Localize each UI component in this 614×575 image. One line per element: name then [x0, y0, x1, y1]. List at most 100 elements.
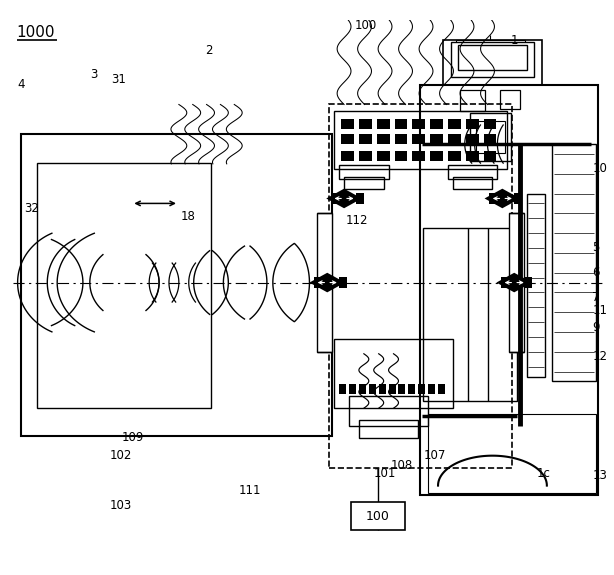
- Polygon shape: [309, 273, 345, 292]
- Bar: [466, 151, 478, 161]
- Bar: [359, 120, 371, 129]
- Bar: [359, 385, 366, 394]
- Bar: [359, 151, 371, 161]
- Bar: [314, 277, 322, 289]
- Polygon shape: [484, 189, 520, 208]
- Bar: [351, 502, 405, 530]
- Bar: [453, 177, 492, 189]
- Bar: [389, 385, 395, 394]
- Bar: [476, 121, 505, 153]
- Bar: [484, 120, 496, 129]
- Text: 100: 100: [366, 509, 390, 523]
- Bar: [377, 120, 389, 129]
- Text: 1c: 1c: [537, 467, 551, 480]
- Text: 103: 103: [110, 499, 132, 512]
- Bar: [428, 385, 435, 394]
- Bar: [339, 165, 389, 179]
- Text: 1: 1: [510, 34, 518, 47]
- Text: 108: 108: [391, 459, 413, 472]
- Bar: [466, 120, 478, 129]
- Bar: [339, 277, 347, 289]
- Text: 111: 111: [238, 484, 261, 497]
- Text: 107: 107: [423, 449, 446, 462]
- Bar: [428, 414, 596, 493]
- Bar: [369, 385, 376, 394]
- Bar: [502, 277, 509, 289]
- Text: 102: 102: [110, 449, 132, 462]
- Bar: [430, 134, 443, 144]
- Bar: [413, 120, 425, 129]
- Bar: [438, 385, 445, 394]
- Bar: [500, 90, 520, 109]
- Polygon shape: [496, 273, 532, 292]
- Bar: [349, 385, 356, 394]
- Bar: [466, 134, 478, 144]
- Bar: [331, 193, 339, 204]
- Text: 4: 4: [18, 78, 25, 91]
- Polygon shape: [326, 189, 362, 208]
- Text: 18: 18: [181, 210, 196, 223]
- Bar: [341, 151, 354, 161]
- Bar: [413, 134, 425, 144]
- Text: 31: 31: [112, 73, 126, 86]
- Text: 100: 100: [355, 19, 377, 32]
- Bar: [398, 385, 405, 394]
- Bar: [527, 194, 545, 377]
- Bar: [552, 144, 596, 381]
- Bar: [377, 134, 389, 144]
- Bar: [514, 193, 522, 204]
- Bar: [341, 120, 354, 129]
- Bar: [359, 134, 371, 144]
- Bar: [344, 177, 384, 189]
- Text: 32: 32: [25, 202, 39, 215]
- Text: 12: 12: [593, 350, 607, 363]
- Bar: [317, 213, 332, 352]
- Text: 5: 5: [593, 242, 600, 254]
- Bar: [448, 151, 460, 161]
- Bar: [484, 151, 496, 161]
- Bar: [418, 385, 425, 394]
- Bar: [489, 193, 497, 204]
- Bar: [356, 193, 364, 204]
- Text: 109: 109: [122, 431, 144, 444]
- Bar: [339, 385, 346, 394]
- Bar: [430, 120, 443, 129]
- Bar: [423, 228, 517, 401]
- Text: 9: 9: [593, 321, 600, 333]
- Bar: [470, 113, 511, 161]
- Bar: [420, 85, 598, 495]
- Bar: [448, 134, 460, 144]
- Bar: [359, 420, 418, 438]
- Text: 3: 3: [90, 68, 97, 81]
- Bar: [329, 104, 512, 467]
- Bar: [509, 213, 524, 352]
- Bar: [458, 45, 527, 70]
- Text: 1000: 1000: [17, 25, 55, 40]
- Bar: [395, 151, 407, 161]
- Bar: [379, 385, 386, 394]
- Bar: [448, 120, 460, 129]
- Text: 2: 2: [206, 44, 213, 56]
- Bar: [395, 134, 407, 144]
- Text: 10: 10: [593, 162, 607, 175]
- Bar: [349, 396, 428, 426]
- Text: 101: 101: [374, 467, 396, 480]
- Text: 13: 13: [593, 469, 607, 482]
- Bar: [460, 90, 484, 112]
- Bar: [413, 151, 425, 161]
- Bar: [377, 151, 389, 161]
- Bar: [37, 163, 211, 408]
- Bar: [448, 165, 497, 179]
- Bar: [430, 151, 443, 161]
- Text: 7: 7: [593, 291, 600, 304]
- Text: 112: 112: [346, 214, 368, 227]
- Text: 6: 6: [593, 266, 600, 279]
- Bar: [334, 112, 507, 169]
- Bar: [21, 134, 332, 436]
- Bar: [395, 120, 407, 129]
- Bar: [484, 134, 496, 144]
- Text: 11: 11: [593, 304, 607, 317]
- Bar: [334, 339, 453, 408]
- Bar: [524, 277, 532, 289]
- Bar: [341, 134, 354, 144]
